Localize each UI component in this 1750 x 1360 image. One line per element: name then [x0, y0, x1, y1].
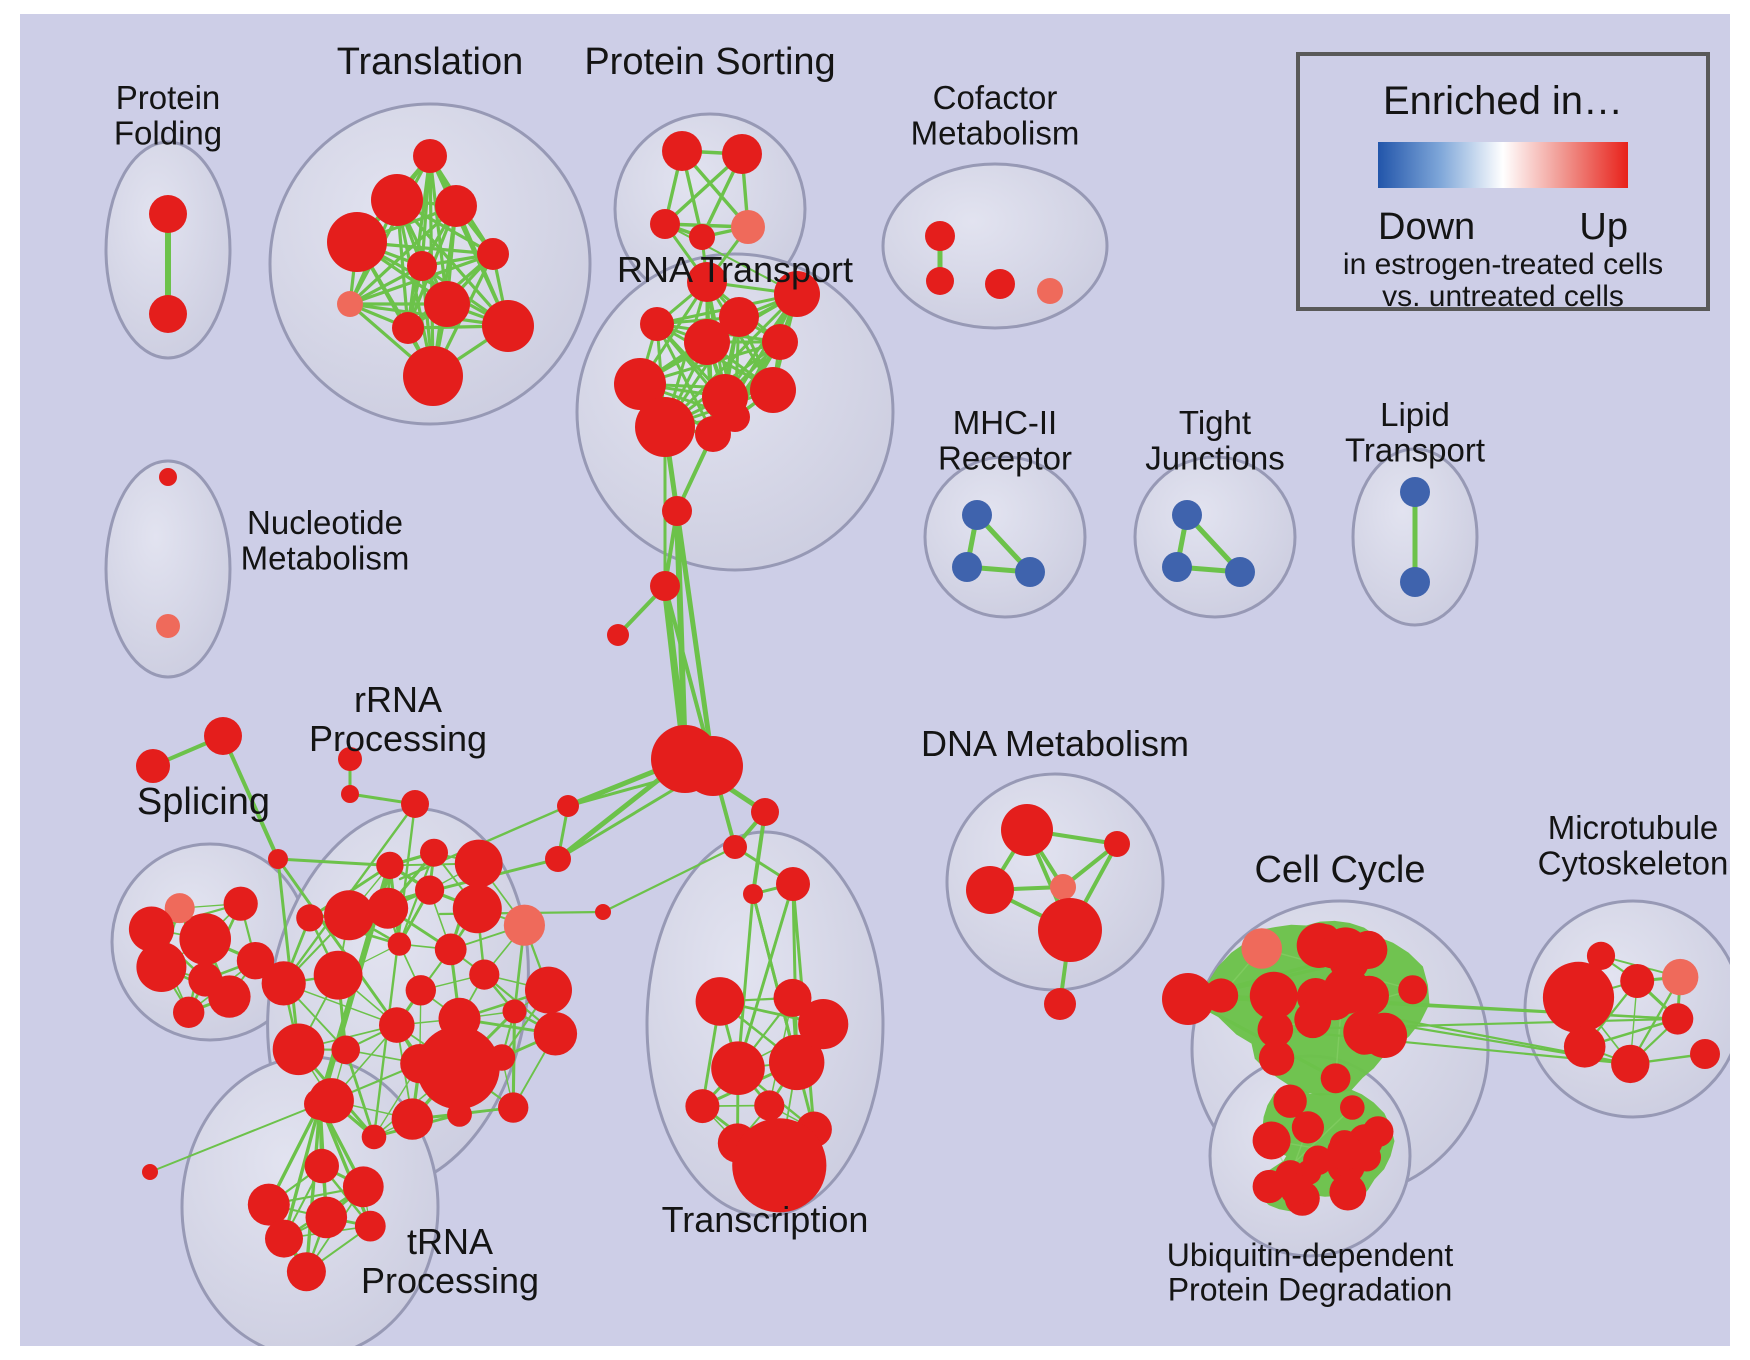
svg-text:Translation: Translation — [337, 41, 524, 83]
svg-text:Transcription: Transcription — [662, 1199, 869, 1240]
svg-text:Cell Cycle: Cell Cycle — [1254, 849, 1425, 891]
svg-text:in estrogen-treated cells: in estrogen-treated cells — [1343, 248, 1663, 281]
svg-text:vs. untreated cells: vs. untreated cells — [1382, 280, 1624, 313]
svg-text:Protein Sorting: Protein Sorting — [584, 41, 835, 83]
svg-text:Up: Up — [1579, 206, 1628, 248]
svg-text:RNA Transport: RNA Transport — [617, 249, 853, 290]
svg-text:Down: Down — [1378, 206, 1475, 248]
svg-text:DNA Metabolism: DNA Metabolism — [921, 723, 1189, 764]
svg-text:Splicing: Splicing — [137, 781, 270, 823]
svg-text:Enriched in…: Enriched in… — [1383, 79, 1623, 123]
